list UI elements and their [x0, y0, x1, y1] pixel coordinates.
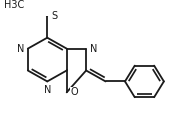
Text: N: N [90, 44, 97, 54]
Text: H3C: H3C [4, 0, 24, 10]
Text: S: S [51, 11, 57, 21]
Text: O: O [70, 87, 78, 97]
Text: N: N [44, 85, 51, 95]
Text: N: N [17, 44, 24, 54]
